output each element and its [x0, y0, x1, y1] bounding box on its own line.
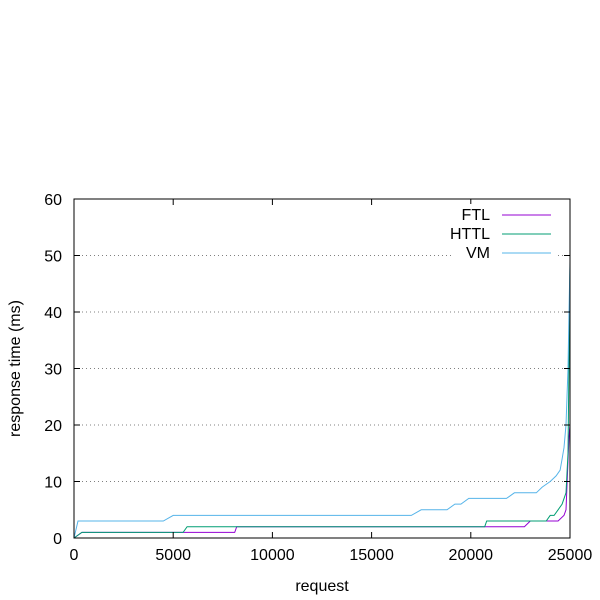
- series-line-httl: [73, 266, 571, 539]
- x-tick-label: 0: [70, 547, 79, 564]
- x-axis-label: request: [295, 578, 349, 595]
- x-tick-label: 25000: [548, 547, 593, 564]
- series-lines: [73, 261, 571, 539]
- legend-label: VM: [466, 245, 490, 262]
- legend-entry-background: [452, 204, 556, 221]
- legend-entry-background: [452, 223, 556, 240]
- y-tick-label: 40: [44, 305, 62, 322]
- x-tick-label: 20000: [449, 547, 494, 564]
- y-tick-label: 20: [44, 418, 62, 435]
- legend-entry-background: [452, 242, 556, 259]
- x-tick-label: 10000: [250, 547, 295, 564]
- y-tick-label: 0: [53, 531, 62, 548]
- legend: FTL HTTL VM: [450, 204, 556, 262]
- axis-ticks: 0 10 20 30 40 50 60 0 5000 10000 15000 20000 25000: [44, 192, 592, 564]
- y-tick-label: 30: [44, 362, 62, 379]
- y-tick-label: 10: [44, 475, 62, 492]
- x-tick-label: 15000: [349, 547, 394, 564]
- y-tick-label: 50: [44, 249, 62, 266]
- legend-label: FTL: [462, 207, 491, 224]
- y-tick-label: 60: [44, 192, 62, 209]
- y-axis-label: response time (ms): [7, 300, 24, 437]
- series-line-vm: [73, 261, 571, 539]
- legend-label: HTTL: [450, 226, 490, 243]
- grid-lines: [74, 255, 570, 482]
- x-tick-label: 5000: [155, 547, 191, 564]
